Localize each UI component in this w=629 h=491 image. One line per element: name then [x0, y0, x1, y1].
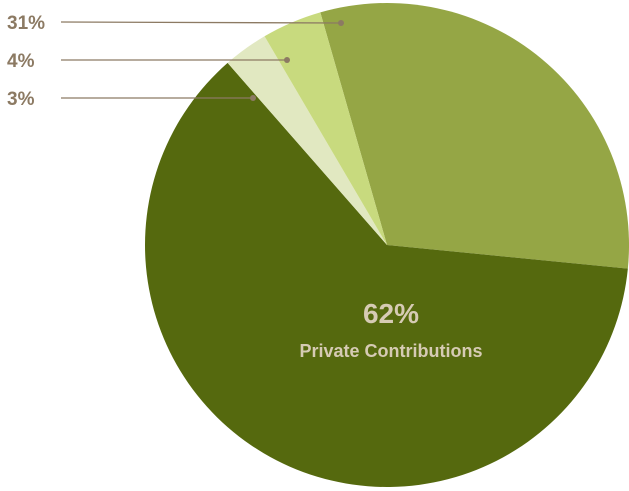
callout-label: 3% — [7, 89, 35, 110]
callout-label: 31% — [7, 13, 45, 34]
callout-dot — [284, 57, 290, 63]
center-label-group: 62% Private Contributions — [299, 298, 482, 361]
pie-slice-62 — [145, 62, 628, 488]
callout-4: 4% — [7, 51, 290, 72]
center-value-label: 62% — [363, 298, 419, 329]
callouts-layer: 31% 4% 3% — [7, 13, 344, 110]
callout-dot — [338, 20, 344, 26]
callout-label: 4% — [7, 51, 35, 72]
pie-slice-4 — [264, 12, 387, 246]
pie-slice-3 — [227, 36, 387, 245]
slices-layer — [145, 3, 629, 488]
callout-3: 3% — [7, 89, 256, 110]
callout-line — [60, 21, 342, 24]
callout-dot — [250, 95, 256, 101]
pie-slice-31 — [320, 3, 629, 269]
center-series-label: Private Contributions — [299, 341, 482, 361]
callout-31: 31% — [7, 13, 344, 34]
